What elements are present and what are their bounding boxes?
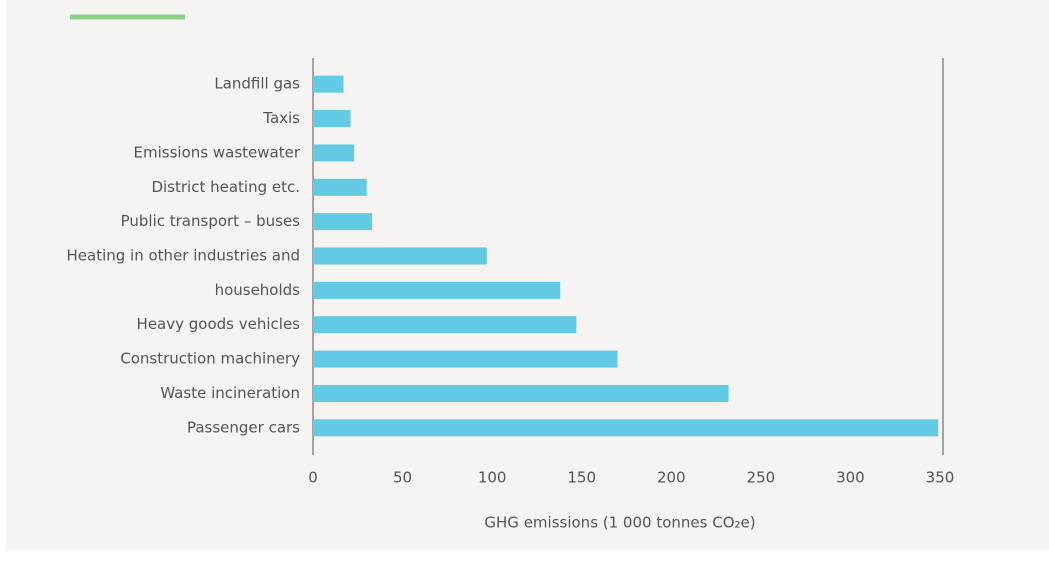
- x-tick-label: 300: [836, 469, 865, 487]
- panel: [6, 0, 1049, 550]
- y-tick-label: households: [215, 281, 301, 299]
- bar: [313, 144, 355, 162]
- x-tick-label: 100: [478, 469, 507, 487]
- bar: [313, 213, 373, 231]
- bar: [313, 110, 351, 128]
- x-tick-label: 200: [657, 469, 686, 487]
- y-tick-label: Landfill gas: [214, 75, 300, 93]
- bar: [313, 281, 561, 299]
- x-axis-label: GHG emissions (1 000 tonnes CO₂e): [484, 514, 755, 532]
- bar: [313, 419, 939, 437]
- bar: [313, 178, 367, 196]
- y-tick-label: Heavy goods vehicles: [137, 315, 301, 333]
- x-tick-label: 50: [393, 469, 412, 487]
- y-tick-label: Emissions wastewater: [134, 143, 301, 161]
- x-tick-label: 350: [926, 469, 955, 487]
- y-tick-label: Passenger cars: [187, 418, 300, 436]
- y-tick-label: Public transport – buses: [121, 212, 301, 230]
- y-tick-label: Waste incineration: [160, 384, 300, 402]
- x-tick-label: 250: [747, 469, 776, 487]
- bar: [313, 75, 344, 93]
- bar: [313, 247, 487, 265]
- bar: [313, 384, 729, 402]
- x-tick-label: 0: [308, 469, 318, 487]
- x-tick-label: 150: [567, 469, 596, 487]
- y-tick-label: Taxis: [262, 109, 300, 127]
- y-tick-label: District heating etc.: [151, 178, 300, 196]
- y-tick-label: Construction machinery: [120, 350, 300, 368]
- bar: [313, 316, 577, 334]
- bar: [313, 350, 618, 368]
- y-tick-label: Heating in other industries and: [67, 247, 300, 265]
